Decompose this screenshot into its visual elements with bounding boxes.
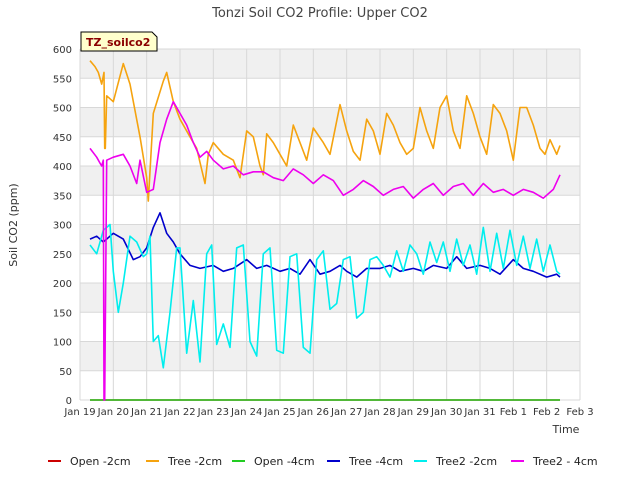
- x-tick-label: Jan 25: [263, 407, 295, 418]
- band: [80, 341, 580, 371]
- x-tick-label: Feb 2: [533, 407, 560, 418]
- x-tick-label: Jan 20: [97, 407, 129, 418]
- series-layer: [89, 60, 561, 401]
- chart-title: Tonzi Soil CO2 Profile: Upper CO2: [211, 6, 428, 21]
- band: [80, 107, 580, 137]
- y-axis-label: Soil CO2 (ppm): [7, 183, 20, 266]
- y-tick-label: 550: [53, 74, 72, 85]
- legend-label: Tree -2cm: [167, 455, 222, 468]
- y-axis-ticks: 0 50 100 150 200 250 300 350 400 450 500 550 600: [53, 45, 72, 407]
- y-tick-label: 0: [66, 396, 72, 407]
- legend-label: Tree2 -2cm: [435, 455, 497, 468]
- y-tick-label: 350: [53, 191, 72, 202]
- legend: Open -2cm Tree -2cm Open -4cm Tree -4cm Tree…: [48, 455, 598, 468]
- badge-label: TZ_soilco2: [86, 36, 150, 49]
- band: [80, 224, 580, 254]
- x-axis-label: Time: [552, 423, 580, 436]
- y-tick-label: 600: [53, 45, 72, 56]
- y-tick-label: 200: [53, 279, 72, 290]
- y-tick-label: 50: [59, 367, 72, 378]
- series-line-tree-2cm: [89, 60, 561, 202]
- x-axis-ticks: Jan 19 Jan 20 Jan 21 Jan 22 Jan 23 Jan 24 Jan …: [63, 407, 593, 418]
- x-tick-label: Jan 24: [230, 407, 262, 418]
- series-line-tree-4cm: [89, 212, 561, 278]
- badge-shape: [80, 31, 158, 52]
- legend-label: Open -4cm: [254, 455, 315, 468]
- y-tick-label: 250: [53, 250, 72, 261]
- y-tick-label: 500: [53, 104, 72, 115]
- legend-label: Tree2 - 4cm: [532, 455, 598, 468]
- y-tick-label: 150: [53, 308, 72, 319]
- y-tick-label: 100: [53, 338, 72, 349]
- x-tick-label: Jan 29: [397, 407, 429, 418]
- band: [80, 166, 580, 196]
- x-tick-label: Jan 22: [163, 407, 195, 418]
- x-tick-label: Jan 30: [430, 407, 462, 418]
- y-tick-label: 300: [53, 221, 72, 232]
- x-tick-label: Jan 21: [130, 407, 162, 418]
- y-tick-label: 450: [53, 133, 72, 144]
- legend-item-tree2-4cm: Tree2 - 4cm: [511, 455, 598, 468]
- site-badge: TZ_soilco2: [80, 31, 158, 52]
- x-tick-label: Jan 19: [63, 407, 95, 418]
- x-tick-label: Jan 27: [330, 407, 362, 418]
- legend-item-open-2cm: Open -2cm: [48, 455, 131, 468]
- legend-item-tree-4cm: Tree -4cm: [327, 455, 403, 468]
- x-tick-label: Jan 31: [463, 407, 495, 418]
- x-tick-label: Feb 3: [566, 407, 593, 418]
- legend-item-tree2-2cm: Tree2 -2cm: [414, 455, 497, 468]
- x-tick-label: Feb 1: [500, 407, 527, 418]
- y-tick-label: 400: [53, 162, 72, 173]
- series-line-tree2-2cm: [89, 223, 561, 369]
- legend-item-open-4cm: Open -4cm: [232, 455, 315, 468]
- x-tick-label: Jan 23: [197, 407, 229, 418]
- legend-label: Tree -4cm: [348, 455, 403, 468]
- x-tick-label: Jan 28: [363, 407, 395, 418]
- legend-label: Open -2cm: [70, 455, 131, 468]
- band: [80, 49, 580, 79]
- series-line-tree2-4cm: [89, 100, 561, 401]
- legend-item-tree-2cm: Tree -2cm: [146, 455, 222, 468]
- x-tick-label: Jan 26: [297, 407, 329, 418]
